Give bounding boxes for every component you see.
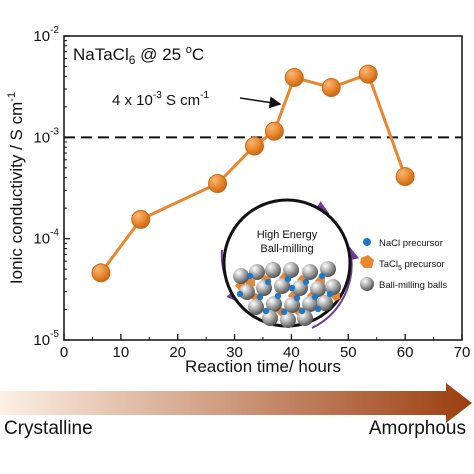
- milling-ball: [248, 299, 264, 315]
- chart-title: NaTaCl6 @ 25 oC: [73, 44, 204, 67]
- nacl-particle: [318, 272, 326, 280]
- data-point: [91, 263, 111, 283]
- label-crystalline: Crystalline: [4, 418, 93, 439]
- nacl-particle: [311, 293, 319, 301]
- crystallinity-arrow: [0, 383, 472, 423]
- milling-ball: [317, 295, 333, 311]
- data-point: [264, 121, 284, 141]
- nacl-particle: [293, 294, 301, 302]
- jar-contents: [233, 261, 341, 328]
- x-axis-ticks: 0 10 20 30 40 50 60 70: [60, 334, 471, 361]
- y-axis-ticks: 10-5 10-4 10-3 10-2: [33, 25, 70, 349]
- nacl-particle: [264, 278, 272, 286]
- milling-ball: [302, 264, 318, 280]
- x-tick-label: 0: [60, 344, 68, 361]
- legend-nacl-label: NaCl precursor: [379, 238, 443, 249]
- label-amorphous: Amorphous: [368, 418, 466, 439]
- inset-label-line1: High Energy: [257, 229, 318, 241]
- annotation-label: 4 x 10-3 S cm-1: [112, 90, 209, 109]
- nacl-particle: [280, 308, 288, 316]
- nacl-particle: [284, 275, 292, 283]
- nacl-particle: [236, 290, 244, 298]
- nacl-particle: [302, 278, 310, 286]
- x-tick-label: 10: [113, 344, 130, 361]
- data-point: [244, 136, 264, 156]
- x-tick-label: 20: [169, 344, 186, 361]
- nacl-particle: [274, 292, 282, 300]
- data-point: [321, 78, 341, 98]
- data-point: [395, 167, 415, 187]
- series-points: [91, 64, 415, 283]
- x-tick-label: 70: [454, 344, 471, 361]
- data-point: [358, 64, 378, 84]
- legend-ball-icon: [360, 277, 374, 291]
- x-tick-label: 40: [283, 344, 300, 361]
- milling-ball: [266, 296, 282, 312]
- milling-ball: [233, 268, 249, 284]
- nacl-particle: [326, 290, 334, 298]
- milling-ball: [274, 278, 290, 294]
- nacl-particle: [314, 305, 322, 313]
- x-tick-label: 60: [397, 344, 414, 361]
- nacl-particle: [298, 307, 306, 315]
- milling-ball: [239, 284, 255, 300]
- annotation-arrow: [239, 96, 282, 109]
- ball-milling-inset: High Energy Ball-milling NaCl precursor …: [220, 198, 447, 329]
- milling-ball: [310, 281, 326, 297]
- milling-ball: [265, 262, 281, 278]
- y-axis-label: Ionic conductivity / S cm-1: [6, 92, 26, 284]
- inset-label-line2: Ball-milling: [260, 243, 313, 255]
- data-point: [131, 209, 151, 229]
- y-tick-label: 10-4: [33, 228, 59, 248]
- y-tick-label: 10-2: [33, 25, 59, 45]
- nacl-particle: [262, 307, 270, 315]
- y-tick-label: 10-3: [33, 126, 59, 146]
- legend-tacl5-label: TaCl5 precursor: [379, 259, 445, 272]
- nacl-particle: [246, 272, 254, 280]
- milling-ball: [280, 312, 296, 328]
- data-point: [208, 174, 228, 194]
- nacl-particle: [288, 284, 296, 292]
- x-axis-label: Reaction time/ hours: [185, 357, 341, 376]
- y-tick-label: 10-5: [33, 329, 59, 349]
- nacl-particle: [256, 293, 264, 301]
- legend-ball-label: Ball-milling balls: [379, 280, 447, 291]
- data-point: [284, 67, 304, 87]
- x-tick-label: 50: [340, 344, 357, 361]
- x-tick-label: 30: [226, 344, 243, 361]
- milling-ball: [283, 262, 299, 278]
- milling-ball: [320, 261, 336, 277]
- legend-tacl5-shape: [360, 255, 374, 268]
- legend-nacl-dot: [363, 238, 371, 246]
